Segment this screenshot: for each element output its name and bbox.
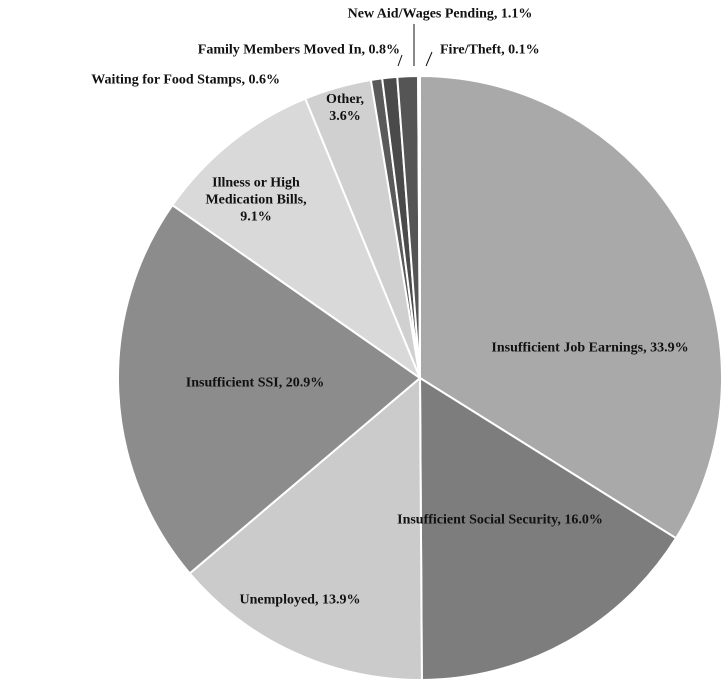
label-value: 0.6% xyxy=(248,72,281,88)
label-category: Insufficient Job Earnings xyxy=(491,340,644,356)
label-category: Family Members Moved In xyxy=(197,42,362,58)
data-label: Illness or High Medication Bills, 9.1% xyxy=(205,175,307,225)
data-label: Insufficient Job Earnings, 33.9% xyxy=(491,340,689,356)
label-value: 0.1% xyxy=(508,42,540,58)
label-value: 33.9% xyxy=(650,340,689,356)
data-label: Family Members Moved In, 0.8% xyxy=(197,42,401,58)
leader-line xyxy=(397,54,403,67)
label-value: 1.1% xyxy=(500,6,533,22)
data-label: Unemployed, 13.9% xyxy=(239,592,361,608)
label-category: Illness or High Medication Bills xyxy=(205,175,304,208)
label-value: 13.9% xyxy=(321,592,361,608)
data-label: Insufficient SSI, 20.9% xyxy=(185,375,325,391)
label-value: 16.0% xyxy=(564,512,603,528)
pie-slice xyxy=(170,97,423,381)
label-category: Unemployed xyxy=(239,592,315,608)
pie-slice xyxy=(419,74,723,540)
label-value: 20.9% xyxy=(285,375,325,391)
data-label: New Aid/Wages Pending, 1.1% xyxy=(347,6,533,22)
label-category: Fire/Theft xyxy=(440,42,502,58)
label-category: Other xyxy=(326,92,361,107)
label-value: 0.8% xyxy=(368,42,401,58)
label-category: New Aid/Wages Pending xyxy=(347,6,494,22)
label-category: Waiting for Food Stamps xyxy=(91,72,242,88)
data-label: Waiting for Food Stamps, 0.6% xyxy=(91,72,281,88)
label-category: Insufficient SSI xyxy=(185,375,279,391)
pie-slice xyxy=(418,376,678,682)
data-label: Insufficient Social Security, 16.0% xyxy=(397,512,603,528)
pie-slice xyxy=(117,203,422,575)
pie-slice xyxy=(188,375,423,681)
data-label: Fire/Theft, 0.1% xyxy=(440,42,540,58)
leader-line xyxy=(425,51,433,67)
label-category: Insufficient Social Security xyxy=(397,512,558,528)
data-label: Other, 3.6% xyxy=(326,92,364,124)
pie-slice xyxy=(417,74,421,379)
label-value: 9.1% xyxy=(240,209,272,225)
label-value: 3.6% xyxy=(329,109,361,124)
